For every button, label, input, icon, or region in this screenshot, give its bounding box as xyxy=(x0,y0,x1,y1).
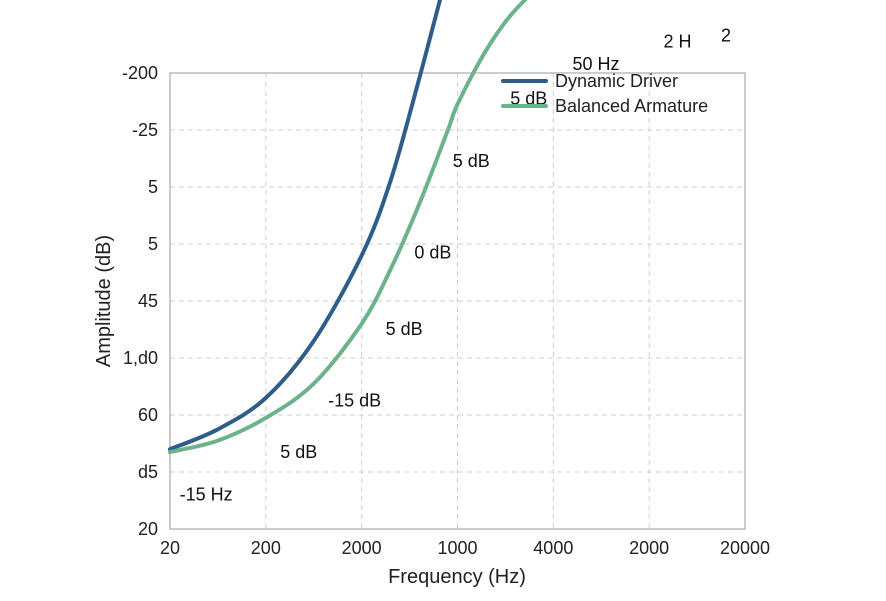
x-tick-label: 200 xyxy=(251,538,281,558)
annotation-label: -15 Hz xyxy=(180,485,233,505)
x-tick-label: 4000 xyxy=(533,538,573,558)
annotation-label: 5 dB xyxy=(453,151,490,171)
series-line-dynamic-driver xyxy=(168,0,443,452)
y-tick-label: 5 xyxy=(148,177,158,197)
annotation-label: 5 dB xyxy=(510,88,547,108)
annotation-label: 5 dB xyxy=(280,442,317,462)
y-tick-labels: 20 d5 60 1,d0 45 5 5 -25 -200 xyxy=(122,63,158,539)
y-tick-label: 5 xyxy=(148,234,158,254)
y-tick-label: 20 xyxy=(138,519,158,539)
x-tick-label: 2000 xyxy=(629,538,669,558)
y-tick-label: d5 xyxy=(138,462,158,482)
annotation-label: 5 dB xyxy=(386,319,423,339)
series-line-balanced-armature xyxy=(168,0,528,455)
series-lines xyxy=(168,0,528,455)
x-tick-label: 20 xyxy=(160,538,180,558)
y-tick-label: -200 xyxy=(122,63,158,83)
legend-label: Dynamic Driver xyxy=(555,71,678,91)
x-tick-labels: 20 200 2000 1000 4000 2000 20000 xyxy=(160,538,770,558)
x-tick-label: 2000 xyxy=(342,538,382,558)
x-tick-label: 1000 xyxy=(437,538,477,558)
y-tick-label: 60 xyxy=(138,405,158,425)
plot-frame xyxy=(169,72,746,530)
grid xyxy=(170,73,745,529)
legend-label: Balanced Armature xyxy=(555,96,708,116)
annotation-label: 2 xyxy=(721,26,731,46)
x-tick-label: 20000 xyxy=(720,538,770,558)
y-tick-label: 45 xyxy=(138,291,158,311)
legend: Dynamic Driver Balanced Armature xyxy=(501,71,708,116)
annotation-label: 50 Hz xyxy=(573,54,620,74)
y-tick-label: -25 xyxy=(132,120,158,140)
x-axis-title: Frequency (Hz) xyxy=(388,566,526,588)
y-tick-label: 1,d0 xyxy=(123,348,158,368)
y-axis-title: Amplitude (dB) xyxy=(93,235,115,367)
annotations: -15 Hz 5 dB -15 dB 5 dB 0 dB 5 dB 5 dB 50 Hz 2 H… xyxy=(180,26,731,505)
annotation-label: 2 H xyxy=(664,31,692,51)
annotation-label: -15 dB xyxy=(328,390,381,410)
annotation-label: 0 dB xyxy=(414,242,451,262)
